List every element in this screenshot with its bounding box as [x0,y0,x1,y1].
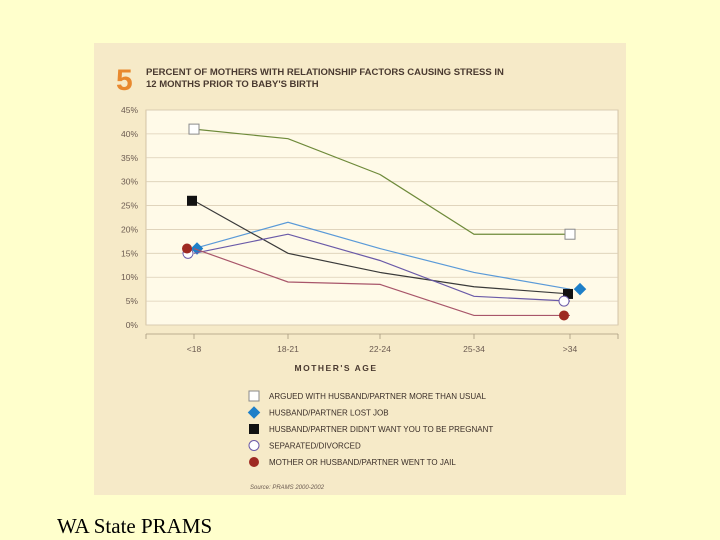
x-tick-label: 18-21 [277,344,299,354]
legend: ARGUED WITH HUSBAND/PARTNER MORE THAN US… [247,390,493,467]
legend-marker [249,457,259,467]
series-line [193,128,570,235]
legend-label: SEPARATED/DIVORCED [269,442,361,451]
source-note: Source: PRAMS 2000-2002 [250,485,325,491]
series-0 [188,123,576,240]
data-point [182,243,192,254]
chart-title-line-2: 12 MONTHS PRIOR TO BABY'S BIRTH [146,79,319,90]
legend-label: HUSBAND/PARTNER DIDN'T WANT YOU TO BE PR… [269,425,493,434]
y-tick-label: 20% [121,224,138,234]
data-point [564,228,576,240]
series-2 [187,195,573,299]
y-tick-label: 10% [121,272,138,282]
x-tick-label: 22-24 [369,344,391,354]
legend-marker [249,424,259,434]
data-point [563,288,573,299]
legend-label: HUSBAND/PARTNER LOST JOB [269,409,389,418]
series-line [193,247,570,317]
figure-number: 5 [116,64,133,97]
y-tick-label: 30% [121,177,138,187]
x-tick-label: 25-34 [463,344,485,354]
legend-marker [248,390,260,402]
data-point [573,282,587,296]
legend-marker [247,406,261,419]
caption: WA State PRAMS [57,514,213,538]
y-tick-label: 45% [121,105,138,115]
figure-panel: 5 PERCENT OF MOTHERS WITH RELATIONSHIP F… [94,43,626,495]
series-line [193,233,571,302]
data-point [559,310,569,321]
y-tick-label: 15% [121,248,138,258]
legend-label: MOTHER OR HUSBAND/PARTNER WENT TO JAIL [269,458,456,467]
plot-area: 0% 5% 10% 15% 20% 25% 30% 35% 40% 45% <18 18-21 22-2… [121,105,619,354]
y-tick-label: 35% [121,153,138,163]
series-4 [182,243,570,321]
y-tick-label: 0% [126,320,139,330]
data-point [558,295,570,307]
data-point [187,195,197,206]
series-line [193,200,571,295]
x-tick-label: <18 [187,344,202,354]
y-tick-label: 5% [126,296,139,306]
legend-label: ARGUED WITH HUSBAND/PARTNER MORE THAN US… [269,392,486,401]
data-point [188,123,200,135]
x-tick-label: >34 [563,344,578,354]
chart-title-line-1: PERCENT OF MOTHERS WITH RELATIONSHIP FAC… [146,67,504,78]
chart: 5 PERCENT OF MOTHERS WITH RELATIONSHIP F… [116,64,619,491]
legend-marker [248,440,260,451]
y-tick-label: 40% [121,129,138,139]
y-tick-label: 25% [121,201,138,211]
series-line [193,221,571,290]
x-axis-label: MOTHER'S AGE [295,363,378,373]
